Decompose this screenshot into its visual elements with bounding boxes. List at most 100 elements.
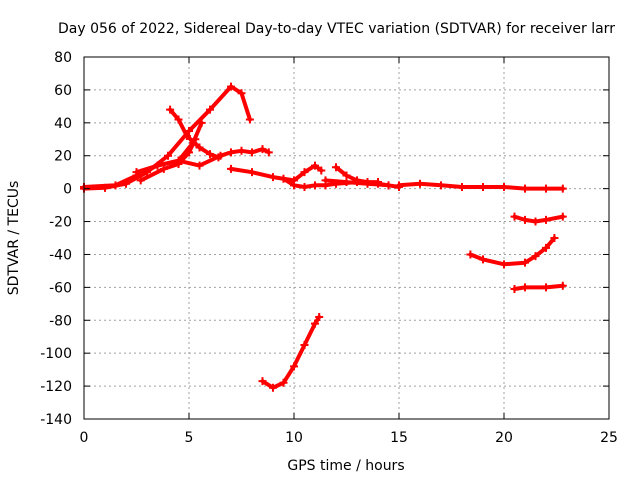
data-point (237, 89, 246, 98)
data-point (521, 283, 529, 292)
data-point (248, 148, 256, 157)
data-point (111, 181, 120, 190)
data-point (269, 173, 277, 182)
data-series (166, 105, 223, 162)
data-point (159, 164, 168, 173)
data-point (300, 340, 309, 349)
data-point (290, 362, 298, 371)
data-point (466, 250, 475, 259)
data-series-group (80, 82, 567, 392)
y-tick-label: -140 (40, 412, 72, 428)
data-point (521, 184, 529, 193)
data-point (510, 212, 519, 221)
y-tick-label: -100 (40, 346, 72, 362)
x-tick-label: 20 (495, 430, 513, 446)
series-line (260, 315, 322, 390)
data-point (479, 255, 487, 264)
data-point (500, 182, 508, 191)
data-point (153, 161, 162, 170)
x-tick-label: 25 (600, 430, 618, 446)
data-point (258, 377, 267, 386)
y-tick-label: 80 (54, 50, 72, 66)
data-point (136, 176, 145, 185)
plot-frame (83, 56, 610, 420)
data-point (185, 148, 193, 157)
data-point (558, 281, 567, 290)
data-point (521, 258, 529, 267)
y-tick-label: -120 (40, 379, 72, 395)
data-point (542, 184, 550, 193)
axis-ticks (83, 56, 610, 420)
data-series (395, 179, 567, 193)
data-series (466, 234, 559, 269)
data-point (279, 174, 288, 183)
series-line (512, 283, 565, 291)
x-tick-label: 0 (80, 430, 89, 446)
x-tick-label: 15 (390, 430, 408, 446)
data-point (384, 181, 393, 190)
data-point (395, 181, 403, 190)
data-point (542, 215, 550, 224)
y-tick-label: 60 (54, 83, 72, 99)
data-point (300, 182, 309, 191)
data-point (174, 159, 183, 168)
data-point (164, 151, 172, 160)
data-point (437, 181, 445, 190)
data-point (531, 217, 540, 226)
data-point (531, 252, 540, 261)
data-point (317, 166, 326, 175)
data-point (542, 243, 550, 252)
data-point (166, 105, 175, 114)
data-series (510, 281, 567, 294)
chart-title: Day 056 of 2022, Sidereal Day-to-day VTE… (58, 21, 615, 37)
data-series (80, 82, 254, 193)
data-point (227, 164, 235, 173)
data-point (191, 135, 200, 144)
data-point (558, 184, 567, 193)
data-point (321, 176, 330, 185)
y-tick-label: -80 (49, 313, 72, 329)
x-axis-title: GPS time / hours (287, 458, 404, 474)
data-point (206, 105, 214, 114)
data-series (510, 212, 567, 226)
data-point (182, 131, 191, 140)
data-point (458, 182, 466, 191)
data-point (290, 181, 298, 190)
data-point (132, 168, 141, 177)
data-point (279, 378, 288, 387)
data-point (245, 115, 254, 124)
data-point (197, 118, 206, 127)
series-line (168, 107, 221, 160)
data-point (550, 234, 559, 242)
data-point (542, 283, 550, 292)
data-point (269, 383, 277, 392)
data-point (214, 153, 223, 162)
data-point (264, 148, 273, 157)
data-point (206, 150, 214, 159)
data-point (558, 212, 567, 221)
x-tick-labels: 0 5 10 15 20 25 (80, 430, 618, 446)
data-point (332, 163, 340, 172)
data-series (136, 135, 200, 185)
data-series (258, 312, 324, 392)
data-point (315, 312, 324, 321)
y-tick-label: 20 (54, 149, 72, 165)
data-point (500, 260, 508, 269)
data-point (227, 148, 235, 157)
y-tick-label: -60 (49, 280, 72, 296)
data-point (311, 181, 319, 190)
grid (84, 57, 609, 419)
data-series (227, 161, 326, 185)
data-point (248, 168, 256, 177)
y-axis-title: SDTVAR / TECUs (6, 181, 22, 296)
data-point (521, 215, 529, 224)
series-line (138, 137, 198, 183)
data-point (510, 285, 519, 294)
data-point (342, 178, 351, 187)
data-point (311, 319, 319, 328)
data-series (321, 176, 403, 191)
data-point (416, 179, 424, 188)
data-point (195, 143, 204, 152)
y-tick-label: 40 (54, 116, 72, 132)
